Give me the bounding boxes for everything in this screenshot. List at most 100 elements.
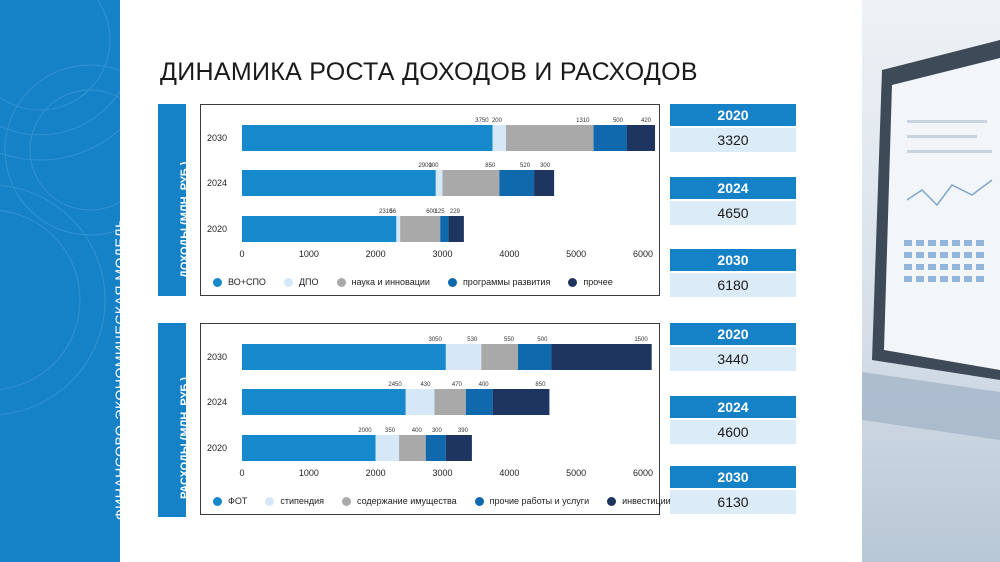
laptop-image (862, 0, 1000, 562)
card-year: 2020 (670, 323, 796, 345)
bar-segment (405, 389, 435, 415)
data-label: 390 (458, 428, 469, 434)
category-label: 2024 (207, 178, 227, 188)
legend-label: ФОТ (228, 496, 248, 506)
bar-segment (399, 435, 426, 461)
data-label: 300 (540, 163, 551, 169)
data-label: 2310 (379, 209, 393, 215)
x-tick-label: 5000 (566, 249, 586, 259)
expense-axis-label: РАСХОДЫ (МЛН. РУБ.) (179, 377, 191, 499)
category-label: 2024 (207, 397, 227, 407)
legend-label: наука и инновации (351, 277, 430, 287)
data-label: 500 (537, 337, 548, 343)
bar-segment (242, 389, 406, 415)
x-tick-label: 5000 (566, 468, 586, 478)
data-label: 2900 (418, 163, 432, 169)
bar-segment (435, 170, 443, 196)
card-value: 6130 (670, 490, 796, 514)
income-card-2030: 2030 6180 (670, 249, 796, 297)
expense-legend: ФОТ стипендия содержание имущества прочи… (213, 496, 689, 506)
data-label: 850 (485, 163, 496, 169)
bar-segment (242, 170, 436, 196)
laptop-photo (862, 0, 1000, 562)
x-tick-label: 2000 (366, 249, 386, 259)
x-tick-label: 3000 (432, 468, 452, 478)
expense-chart-svg: 0 1000 2000 3000 4000 5000 6000 2030 3050 530 550 5… (207, 337, 653, 478)
legend-item: прочие работы и услуги (474, 496, 590, 506)
bar-segment (242, 435, 376, 461)
legend-item: содержание имущества (342, 496, 457, 506)
legend-label: ВО+СПО (228, 277, 266, 287)
bar-segment (505, 125, 594, 151)
bar-segment (400, 216, 441, 242)
bar-segment (440, 216, 449, 242)
legend-item: прочее (568, 277, 613, 287)
bar-segment (499, 170, 535, 196)
data-label: 300 (432, 428, 443, 434)
x-tick-label: 1000 (299, 468, 319, 478)
data-label: 229 (450, 209, 461, 215)
bar-segment (626, 125, 656, 151)
category-label: 2030 (207, 133, 227, 143)
legend-swatch (607, 496, 617, 506)
data-label: 350 (385, 428, 396, 434)
category-label: 2030 (207, 352, 227, 362)
data-label: 420 (641, 118, 652, 124)
card-value: 4600 (670, 420, 796, 444)
decorative-arcs (0, 0, 120, 416)
card-value: 6180 (670, 273, 796, 297)
expense-chart: 0 1000 2000 3000 4000 5000 6000 2030 3050 530 550 5… (200, 323, 671, 515)
income-panel-label: ДОХОДЫ (МЛН. РУБ.) (158, 104, 191, 296)
income-card-2024: 2024 4650 (670, 177, 796, 225)
x-tick-label: 6000 (633, 468, 653, 478)
bar-segment (445, 344, 482, 370)
category-label: 2020 (207, 443, 227, 453)
legend-label: прочие работы и услуги (489, 496, 590, 506)
income-card-2020: 2020 3320 (670, 104, 796, 152)
card-year: 2030 (670, 466, 796, 488)
bar-segment (375, 435, 400, 461)
expense-card-2020: 2020 3440 (670, 323, 796, 371)
legend-item: программы развития (447, 277, 551, 287)
card-year: 2024 (670, 396, 796, 418)
legend-label: содержание имущества (357, 496, 457, 506)
x-tick-label: 6000 (633, 249, 653, 259)
bar-segment (242, 125, 493, 151)
bar-segment (448, 216, 464, 242)
legend-label: прочее (583, 277, 613, 287)
data-label: 3750 (475, 118, 489, 124)
legend-swatch (283, 277, 293, 287)
expense-card-2024: 2024 4600 (670, 396, 796, 444)
income-chart-svg: 0 1000 2000 3000 4000 5000 6000 2030 3750 200 1310… (207, 118, 656, 259)
data-label: 2000 (358, 428, 372, 434)
x-tick-label: 3000 (432, 249, 452, 259)
data-label: 850 (535, 382, 546, 388)
side-title: ФИНАНСОВО-ЭКОНОМИЧЕСКАЯ МОДЕЛЬ (112, 218, 128, 520)
legend-label: программы развития (462, 277, 551, 287)
data-label: 2450 (388, 382, 402, 388)
data-label: 56 (389, 209, 396, 215)
card-value: 4650 (670, 201, 796, 225)
card-year: 2024 (670, 177, 796, 199)
category-label: 2020 (207, 224, 227, 234)
income-chart: 0 1000 2000 3000 4000 5000 6000 2030 3750 200 1310… (200, 104, 660, 296)
data-label: 400 (412, 428, 423, 434)
legend-label: инвестиции (622, 496, 671, 506)
bar-segment (442, 170, 500, 196)
data-label: 3050 (428, 337, 442, 343)
x-tick-label: 0 (239, 249, 244, 259)
legend-swatch (568, 277, 578, 287)
expense-card-2030: 2030 6130 (670, 466, 796, 514)
data-label: 500 (613, 118, 624, 124)
bar-segment (425, 435, 446, 461)
data-label: 530 (467, 337, 478, 343)
legend-label: стипендия (280, 496, 324, 506)
legend-item: инвестиции (607, 496, 671, 506)
legend-item: ВО+СПО (213, 277, 266, 287)
left-band (0, 0, 120, 562)
data-label: 1310 (576, 118, 590, 124)
legend-label: ДПО (298, 277, 319, 287)
bar-segment (551, 344, 652, 370)
x-tick-label: 0 (239, 468, 244, 478)
bar-segment (518, 344, 552, 370)
